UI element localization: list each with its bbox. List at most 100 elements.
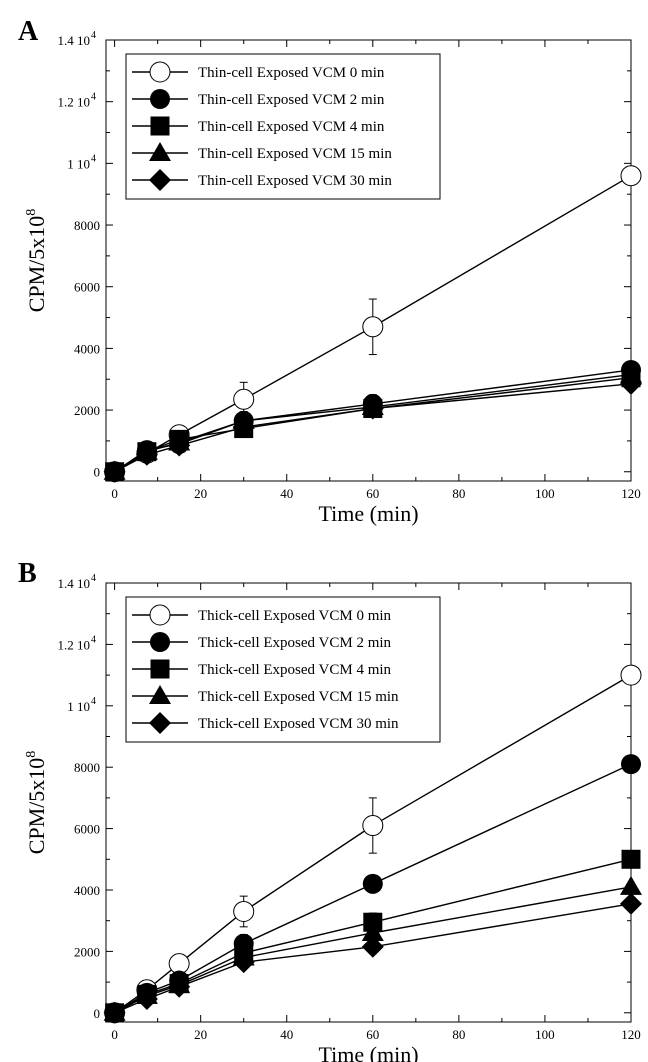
data-point (168, 434, 191, 457)
series-3 (103, 363, 642, 480)
series-line (114, 369, 632, 473)
x-tick-label: 80 (452, 486, 465, 501)
data-point (361, 935, 384, 958)
y-tick-label-exponent: 4 (91, 573, 96, 584)
y-axis-label-main: CPM/5x10 (24, 758, 49, 855)
y-tick-label-exponent: 4 (91, 92, 96, 103)
panel-label-b: B (18, 558, 37, 589)
y-tick-label-exponent: 4 (91, 696, 96, 707)
legend-marker (150, 659, 170, 679)
x-tick-label: 120 (621, 1027, 641, 1042)
data-point (621, 849, 641, 869)
y-axis-label: CPM/5x108 (24, 751, 49, 855)
data-point (620, 165, 642, 187)
y-tick-label-exponent: 4 (91, 30, 96, 41)
x-tick-label: 40 (280, 1027, 293, 1042)
panel-label-a: A (18, 16, 39, 47)
y-tick-label-exponent: 4 (91, 153, 96, 164)
legend-marker (149, 604, 171, 626)
data-point (233, 388, 255, 410)
y-tick-label-exponent: 4 (91, 634, 96, 645)
data-point (361, 397, 384, 420)
legend-entry: Thin-cell Exposed VCM 30 min (198, 173, 392, 189)
legend-marker (150, 116, 170, 136)
x-tick-label: 0 (111, 486, 118, 501)
x-tick-label: 60 (366, 1027, 379, 1042)
y-axis-label-main: CPM/5x10 (24, 216, 49, 313)
x-tick-label: 20 (194, 1027, 207, 1042)
y-tick-label: 1 10 (67, 156, 90, 171)
x-axis-label: Time (min) (318, 1042, 418, 1062)
x-tick-label: 100 (535, 1027, 555, 1042)
y-tick-label: 1.4 10 (58, 33, 91, 48)
y-tick-label: 6000 (74, 280, 100, 295)
legend-entry: Thick-cell Exposed VCM 0 min (198, 608, 392, 624)
y-tick-label: 8000 (74, 760, 100, 775)
legend-marker (149, 61, 171, 83)
series-1 (104, 359, 641, 482)
x-tick-label: 100 (535, 486, 555, 501)
y-tick-label: 4000 (74, 883, 100, 898)
legend-entry: Thick-cell Exposed VCM 4 min (198, 662, 392, 678)
legend-entry: Thin-cell Exposed VCM 0 min (198, 65, 385, 81)
data-point (232, 416, 255, 439)
legend-marker (149, 685, 171, 704)
series-2 (105, 368, 641, 482)
data-point (362, 815, 384, 837)
legend-marker (149, 712, 171, 734)
x-tick-label: 80 (452, 1027, 465, 1042)
y-tick-label: 2000 (74, 944, 100, 959)
legend-entry: Thin-cell Exposed VCM 15 min (198, 146, 392, 162)
legend-marker (149, 169, 171, 191)
legend: Thick-cell Exposed VCM 0 min Thick-cell E… (125, 596, 441, 743)
plot-frame (105, 39, 632, 482)
data-point (233, 900, 255, 922)
data-point (621, 754, 641, 775)
x-tick-label: 20 (194, 486, 207, 501)
series-line (114, 373, 632, 473)
data-point (361, 921, 384, 941)
y-axis-label-exponent: 8 (24, 751, 39, 758)
y-axis-label-exponent: 8 (24, 209, 39, 216)
legend-marker (150, 89, 170, 109)
y-tick-label: 2000 (74, 403, 100, 418)
data-point (135, 443, 158, 466)
data-point (620, 664, 642, 686)
y-tick-label: 1.2 10 (58, 637, 91, 652)
series-4 (103, 892, 642, 1024)
data-point (362, 873, 383, 894)
series-4 (103, 372, 642, 483)
x-tick-label: 40 (280, 486, 293, 501)
data-point (620, 875, 642, 895)
y-tick-label: 6000 (74, 822, 100, 837)
data-point (103, 460, 126, 483)
x-axis-label: Time (min) (318, 501, 418, 526)
legend-entry: Thick-cell Exposed VCM 2 min (198, 635, 392, 651)
legend-marker (149, 142, 171, 161)
y-tick-label: 0 (94, 465, 101, 480)
legend-entry: Thick-cell Exposed VCM 30 min (198, 716, 399, 732)
legend-entry: Thin-cell Exposed VCM 2 min (198, 92, 385, 108)
data-point (168, 975, 191, 998)
y-tick-label: 0 (94, 1006, 101, 1021)
legend: Thin-cell Exposed VCM 0 min Thin-cell Exp… (125, 53, 441, 200)
x-tick-label: 60 (366, 486, 379, 501)
y-tick-label: 1.2 10 (58, 95, 91, 110)
y-axis-label: CPM/5x108 (24, 209, 49, 313)
data-point (103, 1001, 126, 1024)
legend-entry: Thin-cell Exposed VCM 4 min (198, 119, 385, 135)
data-point (620, 372, 642, 395)
data-point (620, 892, 642, 915)
data-point (362, 316, 384, 338)
y-tick-label: 8000 (74, 218, 100, 233)
x-tick-label: 0 (111, 1027, 118, 1042)
data-point (135, 987, 158, 1010)
plot-frame (105, 582, 632, 1023)
legend-marker (150, 632, 170, 652)
legend-entry: Thick-cell Exposed VCM 15 min (198, 689, 399, 705)
x-tick-label: 120 (621, 486, 641, 501)
data-point (232, 951, 255, 974)
y-tick-label: 1.4 10 (58, 576, 91, 591)
